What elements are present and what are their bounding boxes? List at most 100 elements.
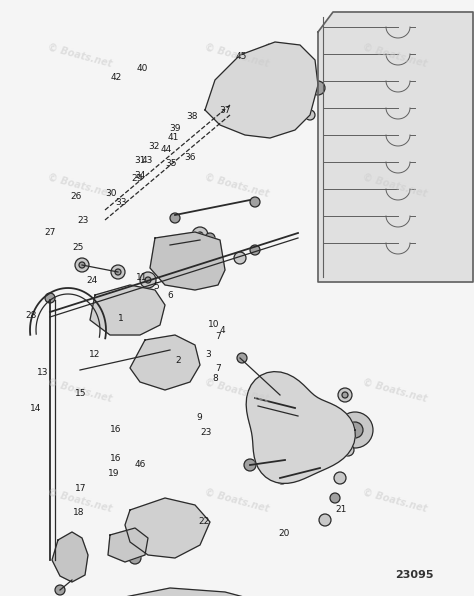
Text: 7: 7 (215, 332, 221, 342)
Circle shape (334, 472, 346, 484)
Circle shape (250, 197, 260, 207)
Circle shape (60, 549, 76, 565)
Circle shape (234, 252, 246, 264)
Text: 16: 16 (110, 454, 122, 464)
Text: 6: 6 (168, 290, 173, 300)
Circle shape (112, 537, 128, 553)
Text: 7: 7 (215, 364, 221, 373)
Circle shape (55, 585, 65, 595)
Circle shape (123, 305, 133, 315)
Text: 44: 44 (160, 144, 172, 154)
Text: 40: 40 (137, 64, 148, 73)
Circle shape (140, 272, 156, 288)
Circle shape (342, 392, 348, 398)
Circle shape (196, 246, 214, 264)
Text: 31: 31 (134, 156, 146, 166)
Circle shape (205, 233, 215, 243)
Text: 45: 45 (236, 52, 247, 61)
Text: © Boats.net: © Boats.net (47, 486, 113, 513)
Text: 11: 11 (137, 272, 148, 282)
Text: 38: 38 (186, 111, 198, 121)
Text: 41: 41 (167, 132, 179, 142)
Circle shape (75, 258, 89, 272)
Circle shape (330, 493, 340, 503)
Circle shape (116, 541, 124, 549)
Text: 37: 37 (219, 105, 231, 115)
Text: 14: 14 (30, 403, 41, 413)
Circle shape (198, 261, 212, 275)
Circle shape (347, 422, 363, 438)
Circle shape (116, 298, 140, 322)
Text: 13: 13 (37, 368, 48, 377)
Circle shape (244, 459, 256, 471)
Text: © Boats.net: © Boats.net (362, 486, 428, 513)
Text: 21: 21 (336, 505, 347, 514)
Text: 30: 30 (106, 189, 117, 198)
Circle shape (305, 110, 315, 120)
Circle shape (319, 514, 331, 526)
Text: 35: 35 (165, 159, 176, 169)
Circle shape (293, 95, 303, 105)
Text: 46: 46 (134, 460, 146, 470)
Polygon shape (110, 588, 278, 596)
Circle shape (277, 412, 313, 448)
Text: 33: 33 (115, 198, 127, 207)
Text: 39: 39 (170, 123, 181, 133)
Circle shape (197, 232, 203, 238)
Circle shape (170, 213, 180, 223)
Text: © Boats.net: © Boats.net (362, 172, 428, 198)
Circle shape (168, 238, 182, 252)
Text: 23095: 23095 (395, 570, 434, 580)
Circle shape (192, 227, 208, 243)
Text: 28: 28 (25, 311, 36, 321)
Circle shape (299, 69, 311, 81)
Circle shape (111, 265, 125, 279)
Circle shape (338, 388, 352, 402)
Text: 20: 20 (279, 529, 290, 538)
Text: 2: 2 (175, 356, 181, 365)
Polygon shape (52, 532, 88, 582)
Circle shape (342, 444, 354, 456)
Circle shape (185, 235, 195, 245)
Text: 18: 18 (73, 508, 84, 517)
Text: © Boats.net: © Boats.net (47, 42, 113, 69)
Polygon shape (246, 371, 356, 483)
Text: 36: 36 (184, 153, 195, 163)
Text: 43: 43 (141, 156, 153, 166)
Text: 16: 16 (110, 424, 122, 434)
Text: 29: 29 (132, 174, 143, 184)
Polygon shape (318, 12, 473, 282)
Text: 5: 5 (154, 281, 159, 291)
Circle shape (153, 352, 173, 372)
Text: 19: 19 (108, 469, 119, 479)
Polygon shape (125, 498, 210, 558)
Text: 34: 34 (134, 171, 146, 181)
Text: 23: 23 (201, 427, 212, 437)
Text: 27: 27 (44, 228, 55, 237)
Text: 10: 10 (208, 320, 219, 330)
Circle shape (145, 277, 151, 283)
Text: 23: 23 (77, 216, 89, 225)
Circle shape (168, 255, 182, 269)
Circle shape (79, 262, 85, 268)
Circle shape (260, 395, 330, 465)
Text: 1: 1 (118, 314, 124, 324)
Text: © Boats.net: © Boats.net (47, 172, 113, 198)
Text: 17: 17 (75, 484, 86, 493)
Circle shape (288, 423, 302, 437)
Text: © Boats.net: © Boats.net (47, 377, 113, 403)
Text: 42: 42 (110, 73, 122, 82)
Text: © Boats.net: © Boats.net (362, 42, 428, 69)
Text: 8: 8 (213, 374, 219, 383)
Text: 3: 3 (206, 350, 211, 359)
Circle shape (161, 248, 189, 276)
Text: 26: 26 (70, 192, 82, 201)
Polygon shape (130, 335, 200, 390)
Circle shape (276, 472, 288, 484)
Text: 32: 32 (148, 141, 160, 151)
Circle shape (337, 412, 373, 448)
Polygon shape (108, 528, 148, 562)
Circle shape (129, 552, 141, 564)
Polygon shape (90, 285, 165, 335)
Text: 22: 22 (198, 517, 210, 526)
